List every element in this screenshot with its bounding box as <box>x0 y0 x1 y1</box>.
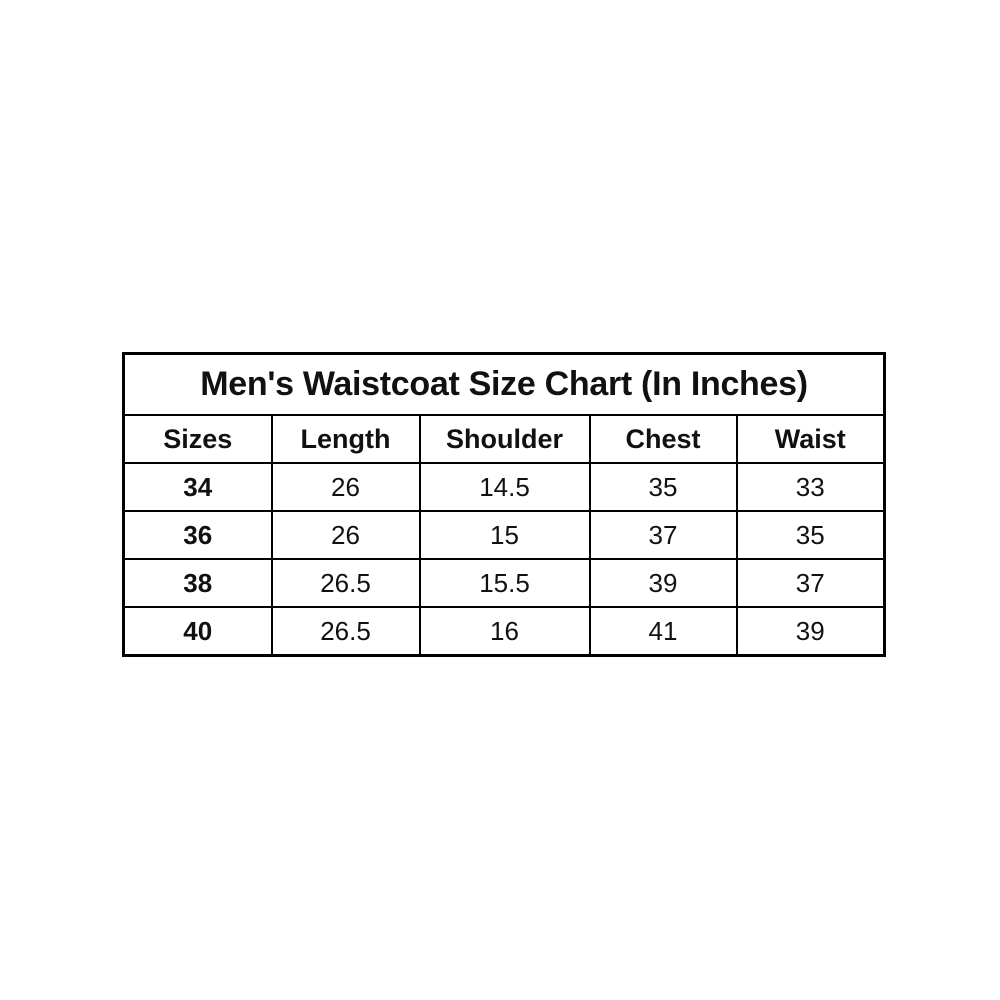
cell-size: 38 <box>122 558 273 608</box>
table-row: 40 26.5 16 41 39 <box>122 606 886 657</box>
column-header-length: Length <box>270 414 421 464</box>
cell-length: 26 <box>270 510 421 560</box>
size-chart-table: Men's Waistcoat Size Chart (In Inches) S… <box>122 352 886 657</box>
cell-waist: 39 <box>735 606 886 657</box>
cell-size: 36 <box>122 510 273 560</box>
cell-chest: 39 <box>588 558 738 608</box>
cell-waist: 33 <box>735 462 886 512</box>
chart-title-row: Men's Waistcoat Size Chart (In Inches) <box>122 352 886 416</box>
column-header-shoulder: Shoulder <box>418 414 591 464</box>
cell-shoulder: 15.5 <box>418 558 591 608</box>
cell-length: 26.5 <box>270 558 421 608</box>
cell-chest: 35 <box>588 462 738 512</box>
column-header-waist: Waist <box>735 414 886 464</box>
cell-shoulder: 14.5 <box>418 462 591 512</box>
cell-length: 26 <box>270 462 421 512</box>
cell-waist: 37 <box>735 558 886 608</box>
table-row: 36 26 15 37 35 <box>122 510 886 560</box>
cell-shoulder: 15 <box>418 510 591 560</box>
column-header-sizes: Sizes <box>122 414 273 464</box>
chart-title: Men's Waistcoat Size Chart (In Inches) <box>122 352 886 416</box>
cell-chest: 41 <box>588 606 738 657</box>
table-row: 34 26 14.5 35 33 <box>122 462 886 512</box>
size-chart-body: 34 26 14.5 35 33 36 26 15 37 35 38 26.5 … <box>122 462 886 657</box>
column-header-chest: Chest <box>588 414 738 464</box>
cell-waist: 35 <box>735 510 886 560</box>
cell-size: 34 <box>122 462 273 512</box>
size-chart-head: Men's Waistcoat Size Chart (In Inches) S… <box>122 352 886 464</box>
column-header-row: Sizes Length Shoulder Chest Waist <box>122 414 886 464</box>
cell-size: 40 <box>122 606 273 657</box>
cell-shoulder: 16 <box>418 606 591 657</box>
cell-chest: 37 <box>588 510 738 560</box>
table-row: 38 26.5 15.5 39 37 <box>122 558 886 608</box>
cell-length: 26.5 <box>270 606 421 657</box>
